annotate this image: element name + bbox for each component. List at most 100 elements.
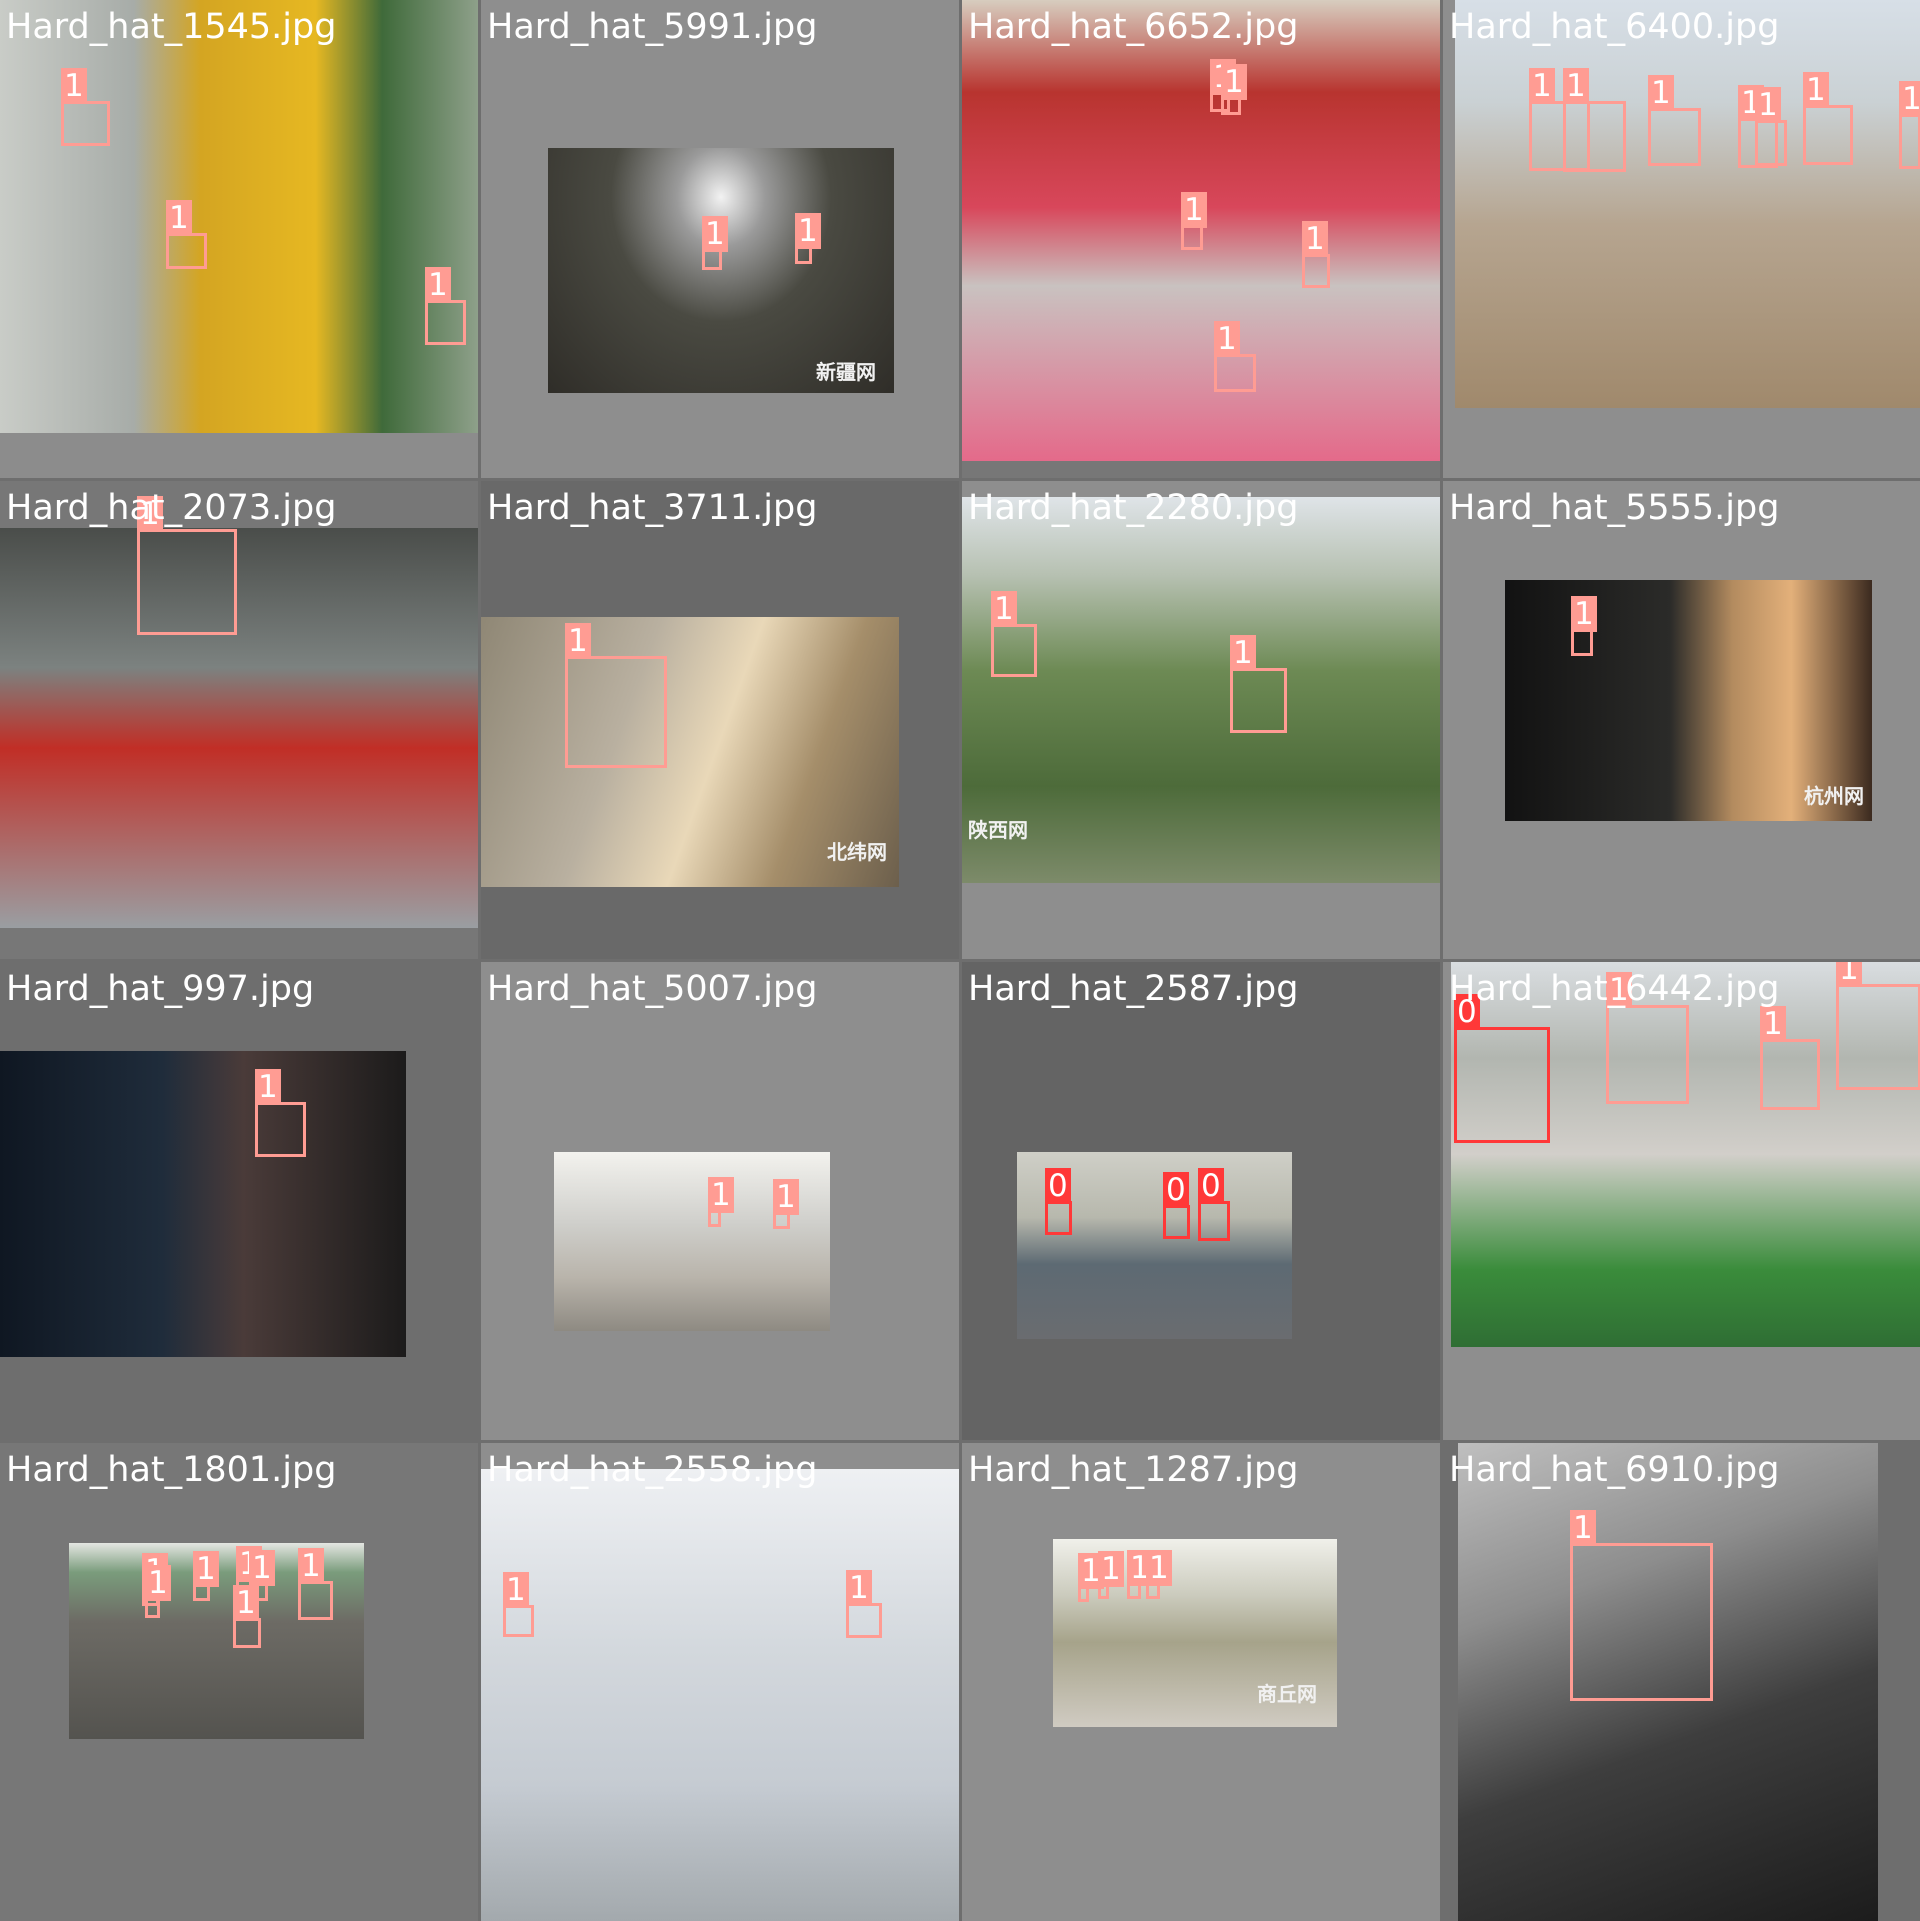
class-label: 1 bbox=[137, 496, 163, 532]
tile-photo bbox=[1455, 0, 1920, 408]
class-label: 1 bbox=[1760, 1006, 1786, 1042]
class-label: 1 bbox=[1214, 321, 1240, 357]
class-label: 1 bbox=[1098, 1551, 1124, 1587]
detection-box: 1 bbox=[61, 68, 110, 146]
detection-box: 1 bbox=[1098, 1551, 1124, 1599]
class-label: 0 bbox=[1045, 1168, 1071, 1204]
watermark: 北纬网 bbox=[827, 840, 887, 864]
class-label: 0 bbox=[1163, 1172, 1189, 1208]
watermark: 商丘网 bbox=[1257, 1682, 1317, 1706]
image-filename: Hard_hat_5007.jpg bbox=[487, 969, 818, 1009]
tile-hard-hat-5991: 新疆网 1 1 Hard_hat_5991.jpg bbox=[481, 0, 959, 478]
class-label: 1 bbox=[1606, 972, 1632, 1008]
tile-photo bbox=[1458, 1443, 1878, 1921]
tile-hard-hat-5555: 杭州网 1 Hard_hat_5555.jpg bbox=[1443, 481, 1920, 959]
image-filename: Hard_hat_6910.jpg bbox=[1449, 1450, 1780, 1490]
image-filename: Hard_hat_1287.jpg bbox=[968, 1450, 1299, 1490]
tile-hard-hat-3711: 北纬网 1 Hard_hat_3711.jpg bbox=[481, 481, 959, 959]
class-label: 1 bbox=[1221, 64, 1247, 100]
class-label: 1 bbox=[249, 1550, 275, 1586]
detection-box: 1 bbox=[702, 216, 728, 270]
detection-box: 1 bbox=[846, 1570, 882, 1638]
image-filename: Hard_hat_5991.jpg bbox=[487, 7, 818, 47]
tile-photo bbox=[0, 0, 478, 433]
detection-box: 0 bbox=[1198, 1168, 1230, 1241]
class-label: 1 bbox=[1529, 68, 1555, 104]
detection-box: 1 bbox=[137, 496, 237, 635]
class-label: 1 bbox=[773, 1179, 799, 1215]
image-filename: Hard_hat_2073.jpg bbox=[6, 488, 337, 528]
detection-box: 1 bbox=[1606, 972, 1689, 1104]
tile-photo: 北纬网 bbox=[481, 617, 899, 887]
detection-box: 1 bbox=[1146, 1550, 1172, 1599]
class-label: 1 bbox=[1570, 1510, 1596, 1546]
tile-hard-hat-6442: 0 1 1 1 Hard_hat_6442.jpg bbox=[1443, 962, 1920, 1440]
tile-photo: 新疆网 bbox=[548, 148, 894, 393]
class-label: 1 bbox=[708, 1177, 734, 1213]
detection-box: 1 bbox=[1760, 1006, 1820, 1110]
detection-box: 1 bbox=[1302, 221, 1330, 288]
detection-box: 1 bbox=[233, 1585, 261, 1648]
class-label: 1 bbox=[1146, 1550, 1172, 1586]
watermark: 陕西网 bbox=[968, 818, 1028, 842]
detection-box: 1 bbox=[298, 1548, 333, 1620]
detection-box: 1 bbox=[1803, 72, 1853, 165]
tile-hard-hat-1287: 商丘网 1 1 1 1 Hard_hat_1287.jpg bbox=[962, 1443, 1440, 1921]
class-label: 1 bbox=[846, 1570, 872, 1606]
class-label: 1 bbox=[565, 623, 591, 659]
image-filename: Hard_hat_6400.jpg bbox=[1449, 7, 1780, 47]
tile-photo bbox=[481, 1469, 959, 1921]
detection-box: 1 bbox=[1571, 596, 1597, 656]
detection-box: 1 bbox=[1570, 1510, 1713, 1701]
detection-box: 0 bbox=[1045, 1168, 1072, 1235]
tile-photo: 陕西网 bbox=[962, 497, 1440, 883]
detection-box: 1 bbox=[1221, 64, 1247, 115]
detection-box: 1 bbox=[1078, 1553, 1104, 1602]
tile-hard-hat-5007: 1 1 Hard_hat_5007.jpg bbox=[481, 962, 959, 1440]
class-label: 0 bbox=[1454, 994, 1480, 1030]
detection-box: 0 bbox=[1163, 1172, 1190, 1239]
detection-box: 1 bbox=[193, 1551, 219, 1601]
detection-box: 1 bbox=[1899, 81, 1920, 169]
class-label: 1 bbox=[425, 267, 451, 303]
class-label: 1 bbox=[503, 1572, 529, 1608]
watermark: 杭州网 bbox=[1804, 784, 1864, 808]
tile-hard-hat-1545: 1 1 1 Hard_hat_1545.jpg bbox=[0, 0, 478, 478]
class-label: 1 bbox=[193, 1551, 219, 1587]
detection-box: 1 bbox=[425, 267, 466, 345]
detection-box: 1 bbox=[145, 1565, 171, 1618]
image-filename: Hard_hat_6652.jpg bbox=[968, 7, 1299, 47]
class-label: 1 bbox=[991, 591, 1017, 627]
detection-box: 1 bbox=[773, 1179, 799, 1229]
detection-box: 1 bbox=[255, 1069, 306, 1157]
tile-hard-hat-2073: 1 Hard_hat_2073.jpg bbox=[0, 481, 478, 959]
image-filename: Hard_hat_3711.jpg bbox=[487, 488, 818, 528]
image-filename: Hard_hat_1801.jpg bbox=[6, 1450, 337, 1490]
class-label: 1 bbox=[1755, 87, 1781, 123]
image-filename: Hard_hat_997.jpg bbox=[6, 969, 315, 1009]
image-filename: Hard_hat_1545.jpg bbox=[6, 7, 337, 47]
tile-hard-hat-997: 1 Hard_hat_997.jpg bbox=[0, 962, 478, 1440]
class-label: 1 bbox=[1563, 68, 1589, 104]
class-label: 1 bbox=[233, 1585, 259, 1621]
tile-photo bbox=[1451, 962, 1920, 1347]
detection-box: 1 bbox=[1563, 68, 1626, 172]
detection-box: 1 bbox=[1836, 962, 1920, 1090]
class-label: 1 bbox=[795, 213, 821, 249]
detection-box: 1 bbox=[503, 1572, 534, 1637]
class-label: 1 bbox=[145, 1565, 171, 1601]
image-filename: Hard_hat_5555.jpg bbox=[1449, 488, 1780, 528]
detection-box: 1 bbox=[166, 200, 207, 269]
detection-box: 1 bbox=[1127, 1550, 1153, 1599]
tile-photo bbox=[0, 528, 478, 928]
class-label: 1 bbox=[1302, 221, 1328, 257]
detection-box: 0 bbox=[1454, 994, 1550, 1143]
tile-photo bbox=[0, 1051, 406, 1357]
detection-box: 1 bbox=[1529, 68, 1590, 171]
image-filename: Hard_hat_2587.jpg bbox=[968, 969, 1299, 1009]
image-filename: Hard_hat_6442.jpg bbox=[1449, 969, 1780, 1009]
detection-box: 1 bbox=[1755, 87, 1787, 166]
tile-hard-hat-2587: 0 0 0 Hard_hat_2587.jpg bbox=[962, 962, 1440, 1440]
class-label: 1 bbox=[298, 1548, 324, 1584]
